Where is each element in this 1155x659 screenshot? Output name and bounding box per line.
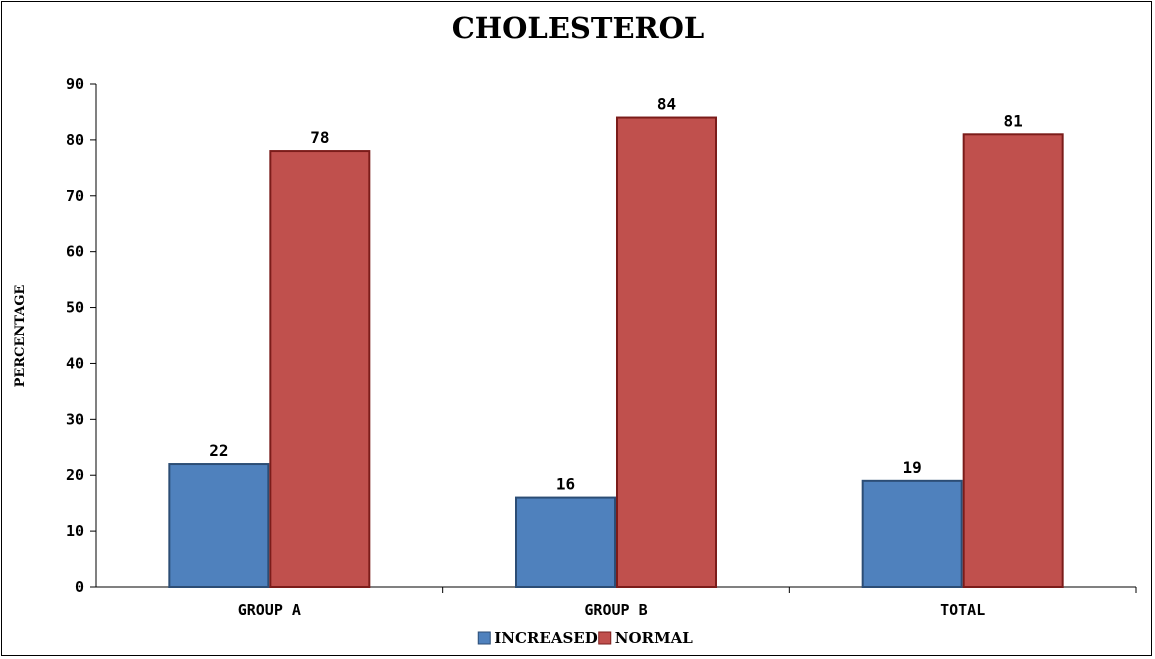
y-tick-label: 20 [66,466,84,484]
y-tick-label: 30 [66,410,84,428]
x-category-label: GROUP A [238,601,301,619]
legend: INCREASED NORMAL [477,629,693,647]
bar-normal-group-a [269,150,371,588]
plot-area: 0 10 20 30 40 50 60 70 80 90 GROUP A 22 78 GROUP B 16 8… [66,75,1137,619]
data-label: 16 [556,475,575,494]
x-category-label: TOTAL [940,601,985,619]
chart-title: CHOLESTEROL [452,11,705,45]
data-label: 84 [657,95,676,114]
x-category-label: GROUP B [584,601,647,619]
y-tick-label: 0 [75,578,84,596]
bar-normal-total [962,133,1064,589]
legend-label-increased: INCREASED [494,629,597,647]
y-tick-label: 40 [66,354,84,372]
data-label: 22 [209,441,228,460]
data-label: 19 [903,458,922,477]
y-tick-label: 50 [66,299,84,317]
legend-label-normal: NORMAL [615,629,693,647]
y-tick-label: 70 [66,187,84,205]
data-label: 78 [310,128,329,147]
bar-increased-group-a [168,463,270,588]
legend-swatch-increased [477,631,491,645]
y-tick-label: 10 [66,522,84,540]
legend-swatch-normal [598,631,612,645]
y-tick-label: 60 [66,243,84,261]
y-axis-label: PERCENTAGE [13,285,28,388]
y-tick-label: 80 [66,131,84,149]
y-tick-label: 90 [66,75,84,93]
bar-normal-group-b [616,116,717,589]
bar-increased-total [861,479,963,588]
data-label: 81 [1004,111,1023,130]
bar-increased-group-b [515,496,616,589]
